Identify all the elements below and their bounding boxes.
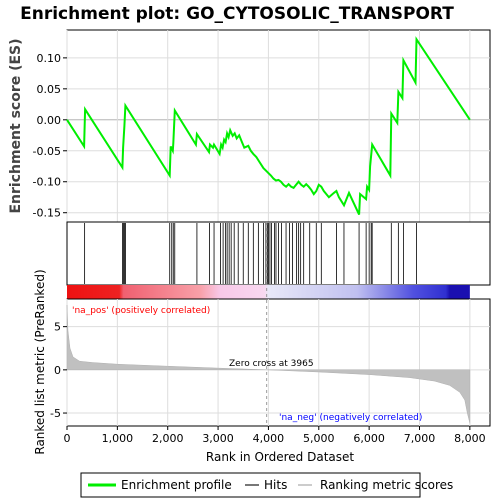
es-tick-label: -0.10 <box>33 176 61 189</box>
x-tick-label: 3,000 <box>202 432 234 445</box>
metric-tick-label: 5 <box>54 321 61 334</box>
legend: Enrichment profile Hits Ranking metric sco… <box>80 472 453 498</box>
metric-tick-label: -5 <box>50 407 61 420</box>
x-tick-label: 0 <box>64 432 71 445</box>
x-tick-label: 4,000 <box>253 432 285 445</box>
legend-label: Hits <box>264 478 287 492</box>
legend-label: Enrichment profile <box>121 478 232 492</box>
enrichment-profile-line <box>66 36 471 216</box>
zero-cross-label: Zero cross at 3965 <box>229 359 314 369</box>
x-tick-label: 1,000 <box>102 432 134 445</box>
es-tick-label: 0.05 <box>37 83 62 96</box>
metric-panel: -505 'na_pos' (positively correlated) Ze… <box>33 222 491 455</box>
x-tick-label: 6,000 <box>353 432 385 445</box>
metric-y-axis-label: Ranked list metric (PreRanked) <box>33 269 47 454</box>
metric-y-ticks: -5 0 5 <box>50 321 67 420</box>
x-ticks: 0 1,000 2,000 3,000 4,000 5,000 6,000 7,000 8,00… <box>64 426 486 445</box>
es-tick-label: -0.05 <box>33 145 61 158</box>
x-tick-label: 7,000 <box>404 432 436 445</box>
metric-tick-label: 0 <box>54 364 61 377</box>
es-tick-label: 0.00 <box>37 114 62 127</box>
es-tick-label: -0.15 <box>33 207 61 220</box>
es-y-axis-label: Enrichment score (ES) <box>8 38 24 213</box>
x-tick-label: 8,000 <box>454 432 486 445</box>
x-axis-label: Rank in Ordered Dataset <box>206 450 354 464</box>
legend-items: Enrichment profile Hits Ranking metric sco… <box>88 478 453 492</box>
x-tick-label: 5,000 <box>303 432 335 445</box>
neg-label: 'na_neg' (negatively correlated) <box>279 413 422 423</box>
es-panel: -0.15 -0.10 -0.05 0.00 0.05 0.10 Enrichment s… <box>8 29 491 223</box>
legend-label: Ranking metric scores <box>320 478 453 492</box>
rank-gradient-strip <box>67 285 470 299</box>
ranking-color-bar <box>67 285 470 299</box>
hits-panel <box>66 221 491 286</box>
ranking-metric-area <box>66 304 471 424</box>
hit-lines <box>84 223 417 284</box>
es-tick-label: 0.10 <box>37 52 62 65</box>
x-tick-label: 2,000 <box>152 432 184 445</box>
pos-label: 'na_pos' (positively correlated) <box>72 306 210 316</box>
es-y-ticks: -0.15 -0.10 -0.05 0.00 0.05 0.10 <box>33 52 67 220</box>
chart-title: Enrichment plot: GO_CYTOSOLIC_TRANSPORT <box>20 4 454 24</box>
